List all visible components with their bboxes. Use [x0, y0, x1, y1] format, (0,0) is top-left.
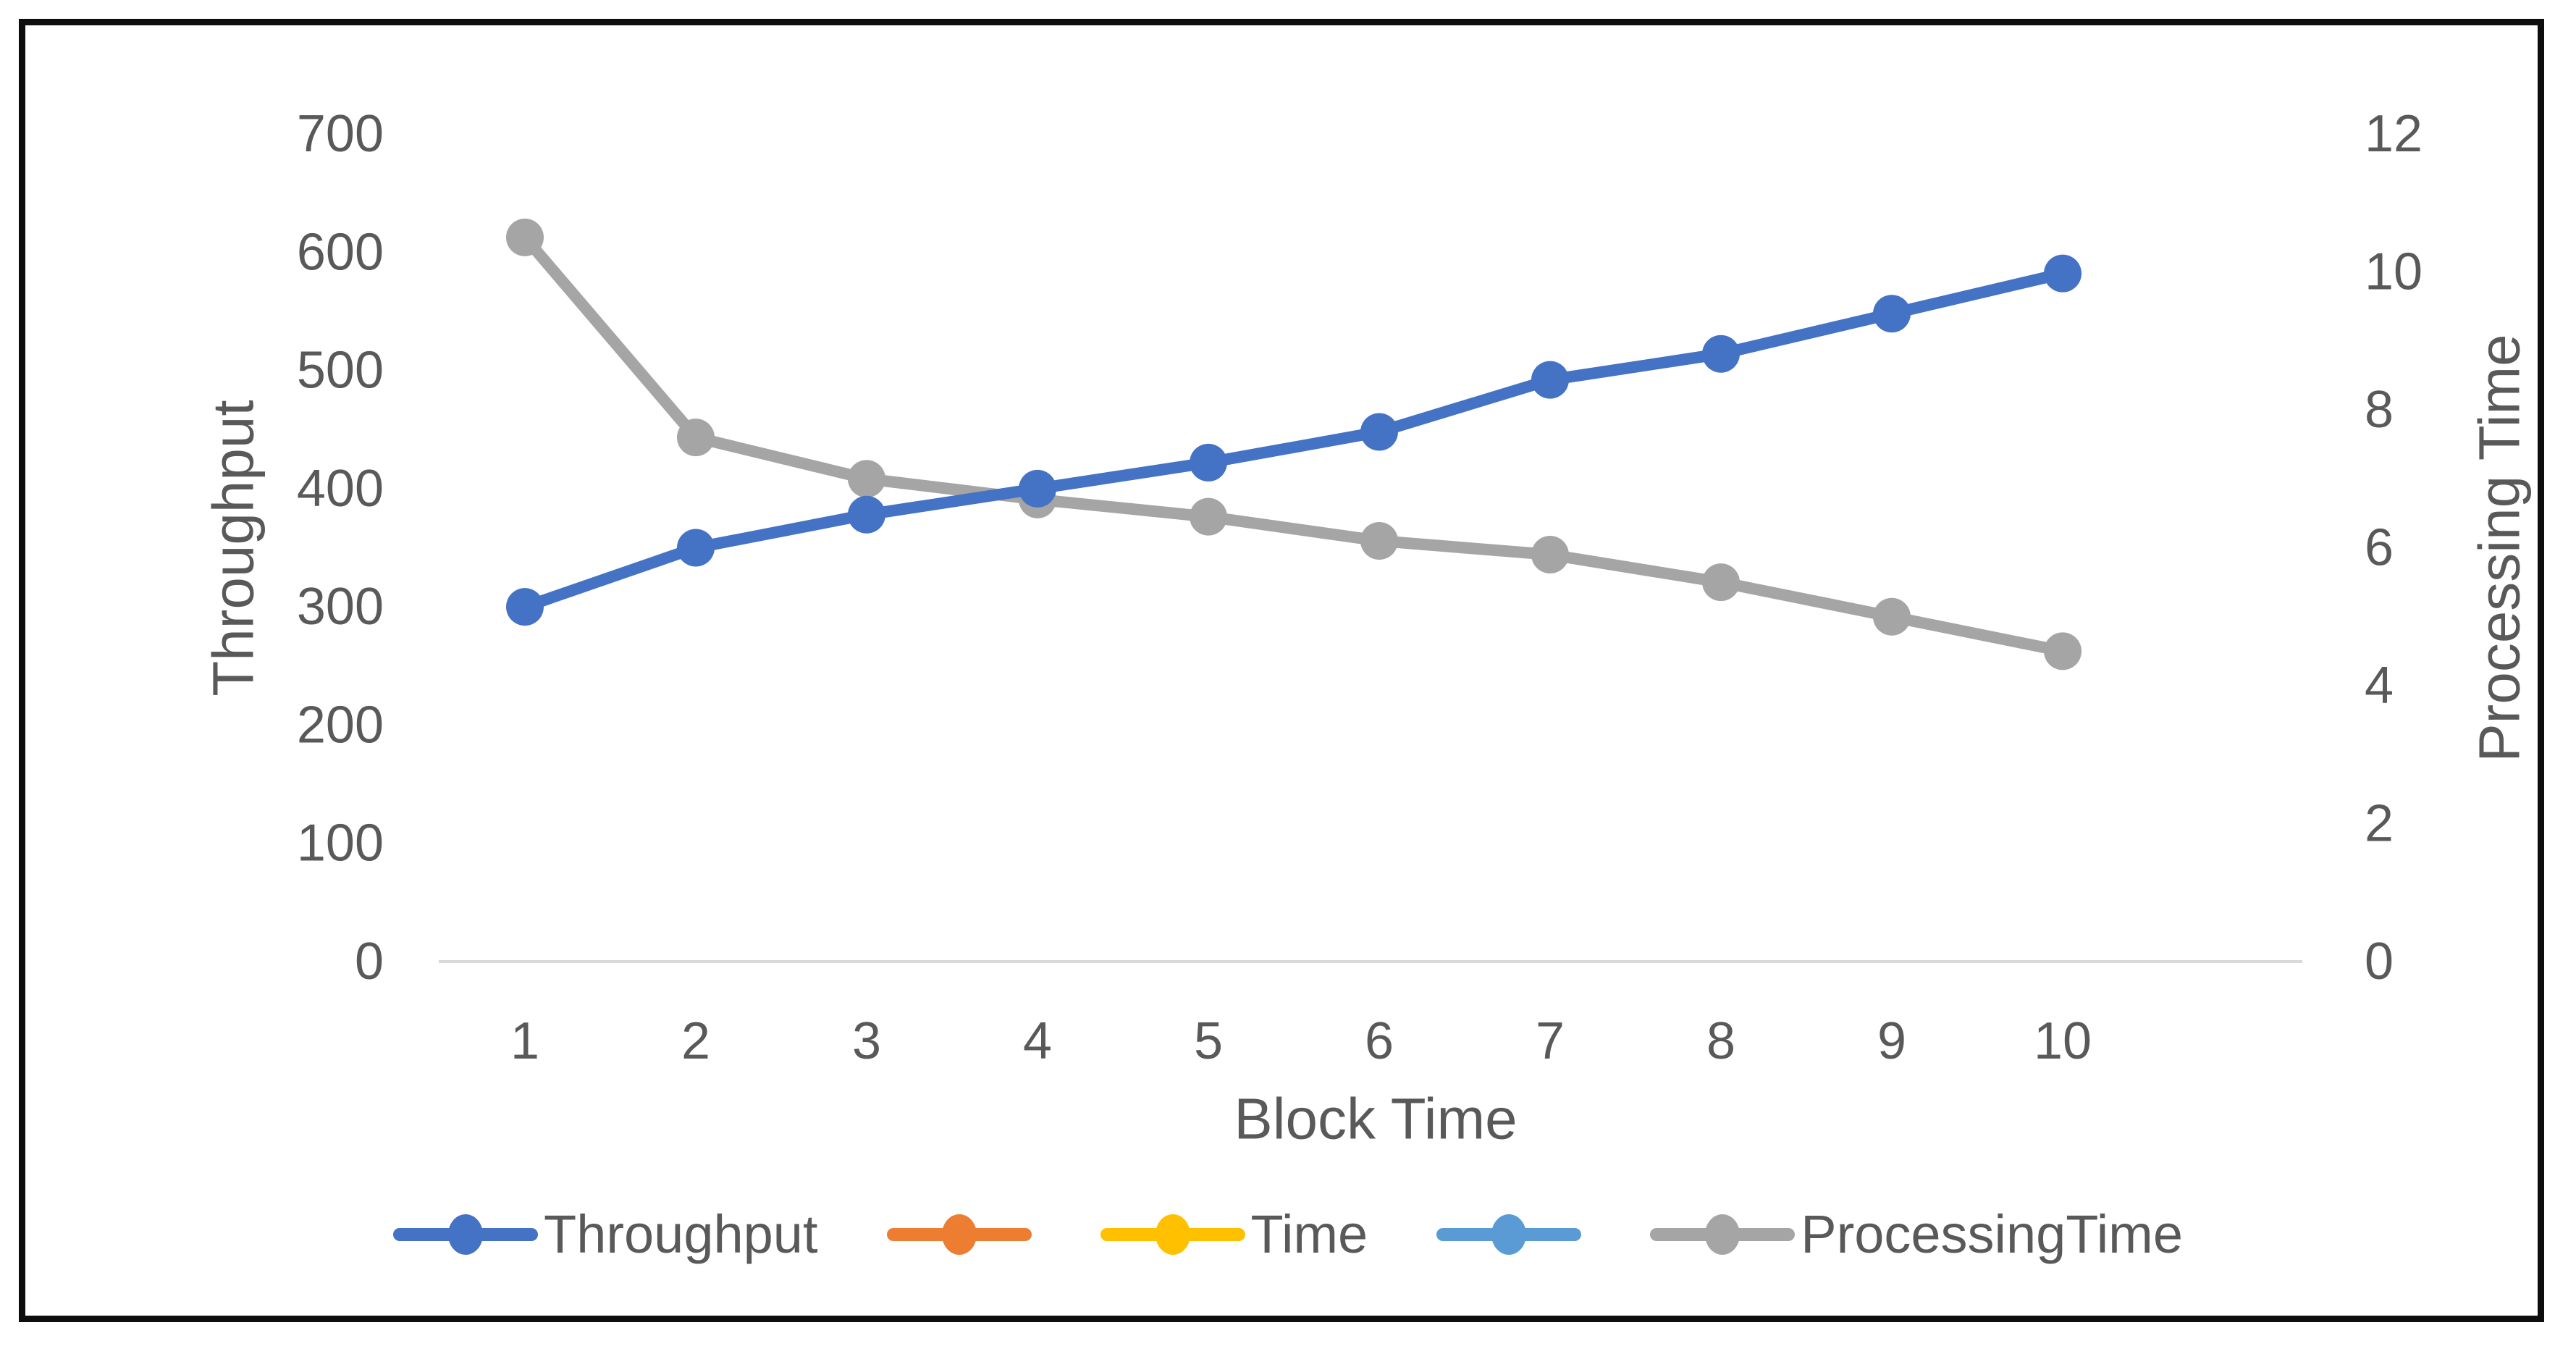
y-axis-title-right: Processing Time: [2467, 334, 2532, 762]
left-axis-tick-label: 300: [297, 578, 384, 636]
legend-item: Time: [1100, 1203, 1368, 1265]
processingtime-point-1: [506, 218, 544, 256]
throughput-point-8: [1702, 335, 1740, 373]
x-axis-tick-label: 10: [2034, 1012, 2092, 1070]
legend-label: Throughput: [544, 1204, 818, 1264]
throughput-point-5: [1190, 443, 1227, 482]
x-axis-tick-label: 7: [1536, 1012, 1565, 1070]
processingtime-point-7: [1531, 536, 1569, 574]
legend-line-marker-icon: [1436, 1213, 1582, 1256]
processingtime-point-3: [848, 460, 885, 498]
legend-line-marker-icon: [393, 1213, 539, 1256]
throughput-point-10: [2044, 254, 2082, 293]
legend-item: [886, 1213, 1032, 1256]
left-axis-tick-label: 500: [297, 342, 384, 400]
right-axis-tick-label: 0: [2365, 933, 2394, 991]
x-axis-tick-label: 2: [681, 1012, 710, 1070]
chart-legend: Throughput Time ProcessingTime: [0, 1203, 2576, 1265]
x-axis-tick-label: 4: [1023, 1012, 1052, 1070]
processingtime-point-9: [1873, 597, 1911, 636]
left-axis-tick-label: 100: [297, 815, 384, 872]
processingtime-point-6: [1360, 521, 1398, 560]
legend-label: Time: [1250, 1204, 1368, 1264]
throughput-point-9: [1873, 295, 1911, 333]
throughput-point-7: [1531, 361, 1569, 399]
right-axis-tick-label: 2: [2365, 795, 2394, 853]
throughput-point-1: [506, 588, 544, 626]
x-axis-tick-label: 5: [1194, 1012, 1223, 1070]
throughput-line: [519, 267, 2068, 613]
right-axis-tick-label: 8: [2365, 381, 2394, 439]
processingtime-point-2: [677, 419, 715, 457]
legend-line-marker-icon: [1100, 1213, 1245, 1256]
x-axis-tick-label: 3: [852, 1012, 881, 1070]
x-axis-tick-label: 8: [1706, 1012, 1735, 1070]
throughput-point-3: [848, 495, 885, 534]
y-axis-title-left: Throughput: [201, 400, 266, 696]
legend-item: Throughput: [393, 1203, 818, 1265]
x-axis-tick-label: 1: [510, 1012, 539, 1070]
processingtime-point-10: [2044, 632, 2082, 670]
x-axis-title: Block Time: [1234, 1087, 1517, 1151]
right-axis-tick-label: 10: [2365, 243, 2423, 301]
legend-line-marker-icon: [886, 1213, 1032, 1256]
processingtime-point-5: [1190, 497, 1227, 536]
left-axis-tick-label: 600: [297, 223, 384, 281]
x-axis-tick-label: 9: [1877, 1012, 1906, 1070]
right-axis-tick-label: 6: [2365, 519, 2394, 577]
processingtime-point-8: [1702, 563, 1740, 602]
processingtime-line: [519, 231, 2068, 657]
legend-item: [1436, 1213, 1582, 1256]
left-axis-tick-label: 0: [355, 933, 384, 991]
throughput-point-6: [1360, 413, 1398, 451]
throughput-point-4: [1019, 469, 1056, 508]
legend-line-marker-icon: [1650, 1213, 1796, 1256]
left-axis-tick-label: 200: [297, 696, 384, 754]
left-axis-tick-label: 700: [297, 105, 384, 163]
chart-frame: [19, 19, 2544, 1322]
throughput-point-2: [677, 529, 715, 567]
right-axis-tick-label: 12: [2365, 105, 2423, 163]
legend-label: ProcessingTime: [1801, 1204, 2183, 1264]
left-axis-tick-label: 400: [297, 460, 384, 518]
legend-item: ProcessingTime: [1650, 1203, 2183, 1265]
right-axis-tick-label: 4: [2365, 657, 2394, 715]
x-axis-tick-label: 6: [1365, 1012, 1394, 1070]
